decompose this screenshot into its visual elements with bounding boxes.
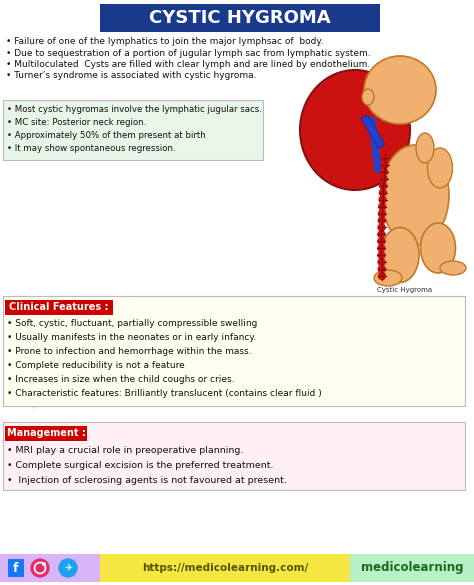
Bar — [3, 100, 263, 160]
Text: ✈: ✈ — [64, 563, 72, 573]
Text: f: f — [13, 562, 19, 574]
Circle shape — [59, 559, 77, 577]
Circle shape — [43, 563, 45, 565]
Circle shape — [378, 210, 385, 217]
Text: • Complete surgical excision is the preferred treatment.: • Complete surgical excision is the pref… — [7, 461, 273, 470]
Ellipse shape — [416, 133, 434, 163]
Text: • Soft, cystic, fluctuant, partially compressible swelling: • Soft, cystic, fluctuant, partially com… — [7, 319, 257, 328]
Bar — [5, 426, 87, 441]
Text: Cystic Hygroma: Cystic Hygroma — [377, 287, 433, 293]
Text: https://medicolearning.com/: https://medicolearning.com/ — [142, 563, 308, 573]
Ellipse shape — [374, 270, 402, 286]
Circle shape — [378, 238, 385, 245]
Circle shape — [380, 183, 387, 190]
Bar — [0, 554, 100, 582]
Text: CYSTIC HYGROMA: CYSTIC HYGROMA — [149, 9, 331, 27]
Text: Clinical Features :: Clinical Features : — [9, 302, 109, 312]
Circle shape — [382, 154, 389, 161]
Text: • Turner’s syndrome is associated with cystic hygroma.: • Turner’s syndrome is associated with c… — [6, 71, 256, 81]
Circle shape — [379, 203, 386, 210]
Circle shape — [379, 273, 385, 280]
Circle shape — [379, 196, 386, 203]
Bar — [100, 554, 350, 582]
Ellipse shape — [300, 70, 410, 190]
Circle shape — [378, 224, 385, 231]
Text: • Approximately 50% of them present at birth: • Approximately 50% of them present at b… — [7, 131, 206, 140]
Text: • Most cystic hygromas involve the lymphatic jugular sacs.: • Most cystic hygromas involve the lymph… — [7, 105, 262, 114]
Circle shape — [381, 168, 388, 176]
Ellipse shape — [420, 223, 456, 273]
Polygon shape — [361, 115, 385, 148]
Bar — [3, 422, 465, 490]
Circle shape — [378, 259, 385, 266]
Text: • Prone to infection and hemorrhage within the mass.: • Prone to infection and hemorrhage with… — [7, 347, 252, 356]
Bar — [350, 554, 474, 582]
Text: • MC site: Posterior neck region.: • MC site: Posterior neck region. — [7, 118, 146, 127]
Bar — [8, 559, 24, 577]
Text: • Increases in size when the child coughs or cries.: • Increases in size when the child cough… — [7, 375, 235, 384]
Circle shape — [378, 231, 385, 238]
Text: • It may show spontaneous regression.: • It may show spontaneous regression. — [7, 144, 176, 153]
Text: • Failure of one of the lymphatics to join the major lymphsac of  body.: • Failure of one of the lymphatics to jo… — [6, 37, 323, 46]
Text: • Multiloculated  Cysts are filled with clear lymph and are lined by endothelium: • Multiloculated Cysts are filled with c… — [6, 60, 370, 69]
Bar — [5, 300, 113, 315]
Circle shape — [378, 245, 385, 252]
Circle shape — [378, 252, 385, 259]
Circle shape — [378, 266, 385, 273]
Bar — [3, 296, 465, 406]
Circle shape — [378, 217, 385, 224]
Circle shape — [381, 161, 388, 168]
Text: • Complete reducibility is not a feature: • Complete reducibility is not a feature — [7, 361, 185, 370]
Text: • Characteristic features: Brilliantly translucent (contains clear fluid ): • Characteristic features: Brilliantly t… — [7, 389, 322, 398]
Circle shape — [31, 559, 49, 577]
Ellipse shape — [381, 145, 449, 245]
Ellipse shape — [440, 261, 466, 275]
Text: medicolearning: medicolearning — [361, 562, 463, 574]
Text: • Due to sequestration of a portion of jugular lymph sac from lymphatic system.: • Due to sequestration of a portion of j… — [6, 49, 371, 57]
Ellipse shape — [381, 228, 419, 283]
Bar — [100, 4, 380, 32]
Circle shape — [379, 189, 386, 196]
Text: Management :: Management : — [7, 428, 85, 439]
Ellipse shape — [428, 148, 453, 188]
Circle shape — [380, 176, 387, 183]
Text: • Usually manifests in the neonates or in early infancy.: • Usually manifests in the neonates or i… — [7, 333, 256, 342]
Text: •  Injection of sclerosing agents is not favoured at present.: • Injection of sclerosing agents is not … — [7, 476, 287, 485]
Ellipse shape — [362, 89, 374, 105]
Text: • MRI play a crucial role in preoperative planning.: • MRI play a crucial role in preoperativ… — [7, 446, 243, 455]
Ellipse shape — [364, 56, 436, 124]
Text: medicolearning: medicolearning — [21, 292, 359, 417]
